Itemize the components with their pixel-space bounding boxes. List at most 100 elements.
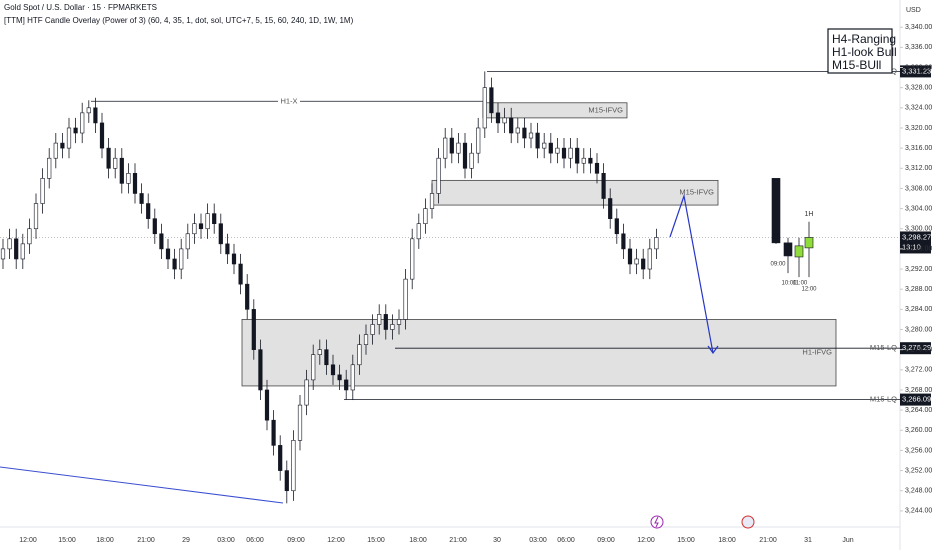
candle-body [588, 157, 593, 164]
candle-body [363, 334, 369, 345]
candle-body [317, 349, 322, 356]
x-tick-label: 12:00 [19, 537, 37, 544]
zone-label: H1-IFVG [802, 348, 832, 357]
candle-body [271, 419, 276, 446]
candle-body [185, 233, 190, 250]
htf-body [794, 245, 804, 258]
y-tick-label: 3,316.00 [905, 145, 932, 152]
candle-body [561, 147, 567, 159]
chart-title: Gold Spot / U.S. Dollar · 15 · FPMARKETS [4, 3, 157, 12]
candle-body [357, 344, 362, 366]
arrow-head [707, 345, 719, 355]
candle-body [555, 147, 560, 154]
candle-body [238, 263, 243, 285]
candle-body [423, 208, 428, 225]
y-tick-label: 3,308.00 [905, 185, 932, 192]
y-tick-label: 3,304.00 [905, 205, 932, 212]
event-flag[interactable] [741, 515, 755, 529]
candle-body [245, 283, 250, 310]
candle-body [132, 173, 138, 194]
projection-arrow [669, 193, 714, 354]
candle-body [0, 248, 6, 260]
note: M15-BUll [832, 58, 881, 72]
y-tick-label: 3,328.00 [905, 85, 932, 92]
candle-body [350, 364, 355, 391]
candle-body [614, 218, 619, 235]
x-tick-label: 29 [182, 537, 190, 544]
candle-body [456, 142, 461, 154]
candle-body [647, 248, 652, 270]
x-tick-label: 21:00 [759, 537, 777, 544]
candle-body [47, 157, 52, 179]
candle-body [27, 228, 32, 245]
note: H1-look Bull [832, 45, 897, 59]
x-tick-label: 15:00 [367, 537, 385, 544]
last-price-label: 3,298.27 [902, 232, 931, 241]
htf-time: 09:00 [770, 262, 786, 268]
candle-body [324, 349, 329, 366]
candle-body [568, 147, 573, 159]
candle-body [462, 142, 468, 169]
event-icon[interactable] [650, 515, 664, 529]
candle-body [608, 198, 613, 219]
chart-subtitle: [TTM] HTF Candle Overlay (Power of 3) (6… [4, 16, 354, 25]
candle-body [172, 258, 177, 270]
candle-body [390, 324, 395, 330]
candle-body [152, 218, 157, 235]
x-tick-label: 12:00 [327, 537, 345, 544]
htf-body [771, 178, 781, 244]
price-badge [900, 393, 931, 406]
candle-body [621, 233, 626, 250]
candle-body [179, 248, 184, 270]
candle-body [443, 137, 448, 159]
y-tick-label: 3,256.00 [905, 447, 932, 454]
candle-body [627, 248, 633, 265]
y-tick-label: 3,272.00 [905, 367, 932, 374]
candle-body [99, 122, 105, 149]
level-label: M15-LQ [870, 343, 897, 352]
price-badge-label: 3,276.29 [902, 343, 931, 352]
candle-body [641, 258, 646, 270]
candle-body [429, 193, 435, 209]
candle-body [7, 238, 12, 250]
candle-body [601, 173, 606, 199]
candle-body [377, 314, 382, 325]
candle-body [581, 157, 586, 164]
candle-body [86, 107, 91, 114]
candle-body [113, 157, 118, 169]
candle-body [304, 379, 309, 406]
candle-body [40, 178, 45, 204]
y-tick-label: 3,260.00 [905, 427, 932, 434]
level-label-bg [278, 96, 300, 107]
countdown: 13:10 [902, 242, 921, 251]
candle-body [344, 379, 349, 391]
candle-body [449, 137, 454, 154]
htf-body [804, 237, 814, 249]
y-tick-label: 3,340.00 [905, 24, 932, 31]
last-price-badge [900, 231, 931, 254]
x-tick-label: 03:00 [217, 537, 235, 544]
candle-body [575, 147, 580, 164]
x-tick-label: 18:00 [409, 537, 427, 544]
overlays: M15-IFVGM15-IFVGH1-IFVGH1-XH1-LQ3,331.23… [278, 65, 931, 406]
candle-body [106, 147, 111, 169]
y-tick-label: 3,284.00 [905, 306, 932, 313]
candle-body [212, 213, 217, 225]
y-tick-label: 3,296.00 [905, 246, 932, 253]
candle-body [383, 314, 388, 330]
zone-label: M15-IFVG [588, 105, 623, 114]
candle-body [205, 213, 210, 230]
y-tick-label: 3,276.00 [905, 347, 932, 354]
y-tick-label: 3,300.00 [905, 226, 932, 233]
x-tick-label: 06:00 [557, 537, 575, 544]
candle-body [60, 142, 65, 149]
y-tick-label: 3,320.00 [905, 125, 932, 132]
candle-body [311, 354, 316, 381]
zone-label: M15-IFVG [679, 188, 714, 197]
candle-body [165, 248, 171, 260]
candle-body [80, 112, 85, 134]
candle-body [139, 193, 144, 204]
